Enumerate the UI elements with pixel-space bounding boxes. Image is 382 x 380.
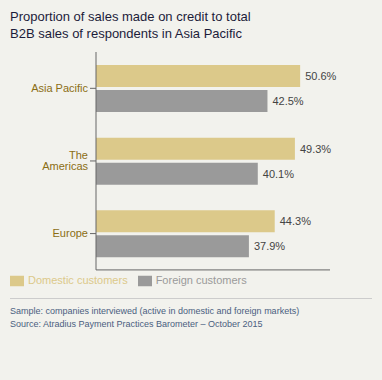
svg-text:Asia Pacific: Asia Pacific [31,82,88,94]
svg-text:44.3%: 44.3% [280,215,311,227]
svg-text:TheAmericas: TheAmericas [42,149,88,172]
svg-text:50.6%: 50.6% [305,70,336,82]
svg-text:49.3%: 49.3% [300,143,331,155]
html-text:B2B sales of respondents in As: B2B sales of respondents in Asia Pacific [10,26,242,41]
html-text:Domestic customers: Domestic customers [28,273,128,286]
svg-text:37.9%: 37.9% [254,240,285,252]
svg-text:Europe: Europe [53,227,88,239]
html-text:Proportion of sales made on cr: Proportion of sales made on credit to to… [10,9,251,24]
html-text:Sample: companies interviewed: Sample: companies interviewed (active in… [10,306,300,316]
svg-text:42.5%: 42.5% [272,95,303,107]
svg-text:40.1%: 40.1% [263,168,294,180]
html-text:Foreign customers: Foreign customers [155,273,247,286]
html-text:Source: Atradius Payment Pract: Source: Atradius Payment Practices Barom… [10,319,263,329]
